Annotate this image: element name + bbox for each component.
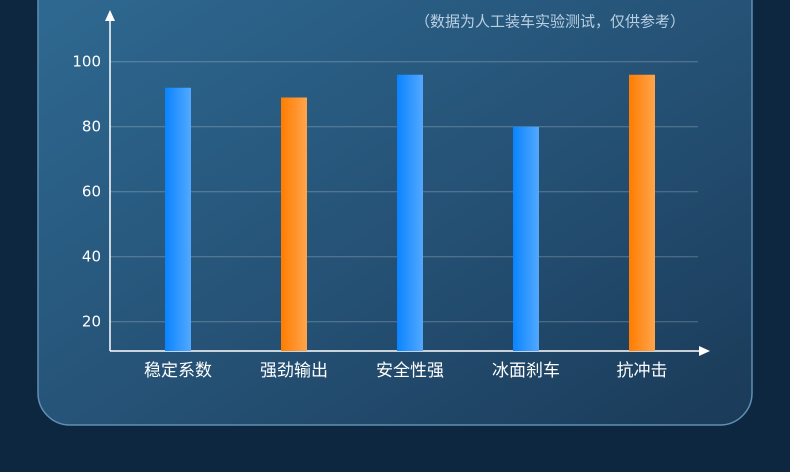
y-tick-label: 100 — [72, 52, 101, 70]
x-tick-label: 安全性强 — [376, 361, 444, 381]
x-tick-label: 强劲输出 — [260, 361, 328, 381]
x-arrow — [699, 346, 710, 356]
bar — [629, 74, 655, 351]
x-tick-label: 稳定系数 — [144, 361, 212, 381]
y-tick-label: 20 — [82, 312, 101, 330]
panel — [37, 0, 753, 426]
bar — [513, 126, 539, 351]
y-arrow — [105, 10, 115, 21]
y-tick-label: 80 — [82, 117, 101, 135]
subtitle: （数据为人工装车实验测试，仅供参考） — [415, 13, 685, 31]
bar — [165, 87, 191, 351]
y-tick-label: 40 — [82, 247, 101, 265]
x-tick-label: 抗冲击 — [617, 361, 668, 381]
bar — [397, 74, 423, 351]
bar — [281, 97, 307, 351]
x-tick-label: 冰面刹车 — [492, 361, 560, 381]
y-tick-label: 60 — [82, 182, 101, 200]
